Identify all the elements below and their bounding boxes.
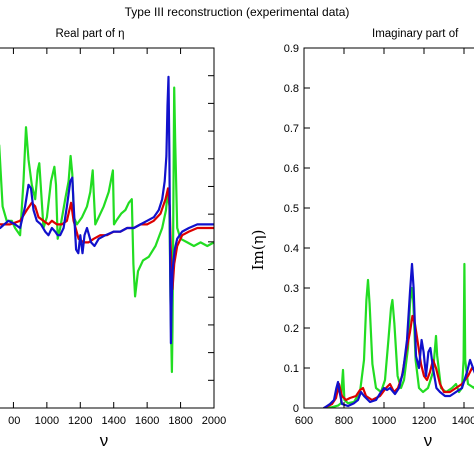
real-part-title: Real part of η xyxy=(55,28,124,40)
real-part-y-axis xyxy=(208,75,214,381)
imaginary-part-y-tick-label: 0.1 xyxy=(284,363,299,375)
imaginary-part-chart: Imaginary part of 600 800 1000 1200 1400 0 0.… xyxy=(249,28,474,450)
imaginary-part-y-tick-label: 0.4 xyxy=(284,243,299,255)
imaginary-part-y-tick-label: 0.2 xyxy=(284,323,299,335)
imaginary-part-series-green xyxy=(322,262,474,408)
imaginary-part-y-tick-label: 0.6 xyxy=(284,163,299,175)
imaginary-part-x-axis: 600 800 1000 1200 1400 xyxy=(295,48,474,427)
imaginary-part-y-tick-label: 0.9 xyxy=(284,43,299,55)
imaginary-part-y-tick-label: 0.7 xyxy=(284,123,299,135)
imaginary-part-x-tick-label: 1400 xyxy=(452,415,474,427)
real-part-x-tick-label: 2000 xyxy=(202,415,226,427)
real-part-x-tick-label: 1000 xyxy=(35,415,59,427)
real-part-x-axis-label: ν xyxy=(100,431,109,450)
real-part-x-tick-label: 1400 xyxy=(101,415,125,427)
imaginary-part-x-axis-label: ν xyxy=(424,431,433,450)
imaginary-part-x-tick-label: 1200 xyxy=(412,415,436,427)
imaginary-part-y-axis: 0 0.1 0.2 0.3 0.4 0.5 0.6 0.7 0.8 0.9 xyxy=(284,43,310,415)
imaginary-part-y-tick-label: 0 xyxy=(293,403,299,415)
imaginary-part-x-tick-label: 600 xyxy=(295,415,313,427)
imaginary-part-title: Imaginary part of xyxy=(372,28,459,40)
imaginary-part-y-tick-label: 0.3 xyxy=(284,283,299,295)
figure-title: Type III reconstruction (experimental da… xyxy=(125,5,350,19)
real-part-x-tick-label: 1600 xyxy=(135,415,159,427)
imaginary-part-x-tick-label: 1000 xyxy=(372,415,396,427)
real-part-plot-frame xyxy=(0,47,215,409)
imaginary-part-y-tick-label: 0.8 xyxy=(284,83,299,95)
imaginary-part-series xyxy=(322,262,474,408)
imaginary-part-x-tick-label: 800 xyxy=(335,415,353,427)
real-part-series-blue xyxy=(0,75,214,345)
imaginary-part-y-axis-label: Im(η) xyxy=(249,230,267,271)
imaginary-part-plot-frame xyxy=(303,47,474,409)
real-part-series xyxy=(0,75,214,374)
real-part-x-tick-label: 1200 xyxy=(68,415,92,427)
real-part-x-tick-label: 00 xyxy=(8,415,20,427)
imaginary-part-y-tick-label: 0.5 xyxy=(284,203,299,215)
imaginary-part-series-blue xyxy=(322,262,474,408)
real-part-series-green xyxy=(0,86,214,374)
real-part-x-axis: 00 1000 1200 1400 1600 1800 2000 xyxy=(8,48,226,427)
real-part-chart: Real part of η 00 1000 1200 1400 1600 1800 200… xyxy=(0,28,226,450)
real-part-x-tick-label: 1800 xyxy=(168,415,192,427)
